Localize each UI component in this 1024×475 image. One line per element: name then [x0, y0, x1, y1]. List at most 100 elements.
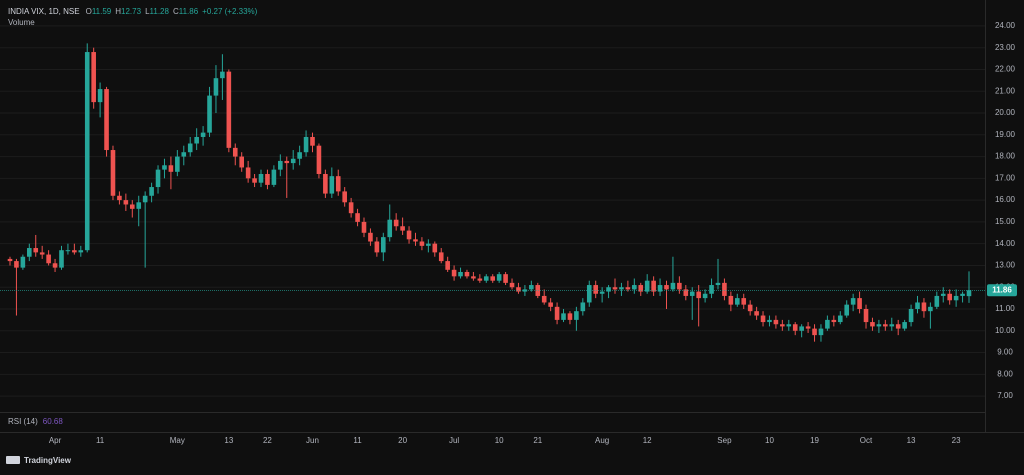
candle-body [857, 298, 862, 309]
candle-body [52, 263, 58, 268]
y-tick-label: 10.00 [995, 326, 1016, 335]
legend-field-label: L [145, 7, 150, 16]
candle-body [638, 285, 644, 292]
candle-body [381, 237, 386, 253]
candle-body [960, 293, 965, 296]
volume-label: Volume [8, 18, 35, 27]
y-tick-label: 20.00 [995, 108, 1016, 117]
x-tick-label: 10 [495, 436, 504, 445]
candle-body [947, 293, 952, 301]
candle-body [65, 250, 71, 252]
candle-body [104, 89, 109, 151]
candle-body [567, 313, 573, 320]
candle-body [496, 274, 502, 281]
legend-change: +0.27 (+2.33%) [202, 7, 257, 16]
symbol: INDIA VIX, 1D, NSE [8, 7, 80, 16]
candle-body [168, 165, 174, 172]
candle-body [400, 226, 405, 231]
y-tick-label: 23.00 [995, 43, 1016, 52]
candle-body [889, 324, 895, 327]
candle-body [91, 52, 96, 103]
candle-body [940, 293, 946, 296]
candle-body [786, 324, 792, 327]
candle-body [419, 241, 425, 246]
y-tick-label: 24.00 [995, 21, 1016, 30]
candle-body [361, 221, 367, 233]
candle-body [149, 187, 154, 196]
candle-body [329, 176, 335, 194]
candle-body [213, 78, 219, 96]
candle-body [27, 248, 32, 257]
candle-body [33, 248, 39, 253]
candle-body [117, 195, 122, 201]
x-tick-label: 11 [353, 436, 362, 445]
x-tick-label: 12 [643, 436, 652, 445]
candle-body [271, 169, 277, 185]
candle-body [541, 295, 547, 303]
candle-body [297, 152, 302, 159]
candle-body [805, 326, 811, 329]
y-tick-label: 17.00 [995, 173, 1016, 182]
candle-body [432, 243, 438, 253]
candle-body [651, 280, 656, 292]
candle-body [728, 295, 734, 305]
candle-body [664, 285, 669, 290]
candle-body [548, 302, 553, 307]
candle-body [593, 285, 598, 294]
last-price-box [987, 284, 1017, 297]
candle-body [483, 276, 489, 281]
candle-body [123, 200, 129, 205]
x-tick-label: Jun [306, 436, 319, 445]
candle-body [902, 322, 907, 329]
candle-body [921, 302, 927, 312]
candle-body [477, 278, 483, 281]
x-tick-label: 20 [398, 436, 407, 445]
candle-body [393, 219, 399, 227]
candle-body [187, 143, 193, 153]
candle-body [554, 306, 560, 320]
legend-field-label: H [115, 7, 121, 16]
candle-body [290, 158, 296, 164]
candle-body [606, 287, 611, 292]
candle-body [310, 136, 315, 146]
candle-body [683, 289, 689, 296]
candle-body [586, 285, 592, 303]
candle-body [792, 324, 798, 331]
candle-body [625, 287, 631, 290]
candle-body [368, 232, 373, 242]
y-tick-label: 15.00 [995, 217, 1016, 226]
legend-field-label: C [173, 7, 179, 16]
candle-body [155, 169, 161, 188]
y-tick-label: 9.00 [997, 348, 1013, 357]
y-tick-label: 11.00 [995, 304, 1015, 313]
candle-body [194, 136, 199, 144]
y-tick-label: 18.00 [995, 152, 1016, 161]
x-tick-label: 19 [810, 436, 819, 445]
legend-field-value: 12.73 [121, 7, 142, 16]
candle-body [316, 145, 322, 174]
legend-field-value: 11.59 [92, 7, 112, 16]
legend-field-value: 11.86 [179, 7, 199, 16]
candle-body [14, 261, 19, 268]
candle-body [464, 271, 470, 277]
candle-body [825, 319, 830, 329]
y-tick-label: 21.00 [995, 86, 1016, 95]
candle-body [780, 324, 785, 327]
candle-body [97, 89, 103, 103]
candle-body [696, 291, 701, 299]
candle-body [142, 195, 148, 203]
candle-body [39, 252, 45, 255]
candle-body [278, 160, 283, 170]
candle-body [136, 202, 142, 209]
candle-body [722, 282, 727, 296]
candle-body [657, 285, 663, 292]
candle-body [129, 204, 135, 209]
x-tick-label: May [170, 436, 185, 445]
candle-body [46, 254, 51, 264]
x-tick-label: 22 [263, 436, 272, 445]
candle-body [734, 298, 740, 305]
candle-body [837, 315, 843, 323]
x-tick-label: Jul [449, 436, 459, 445]
